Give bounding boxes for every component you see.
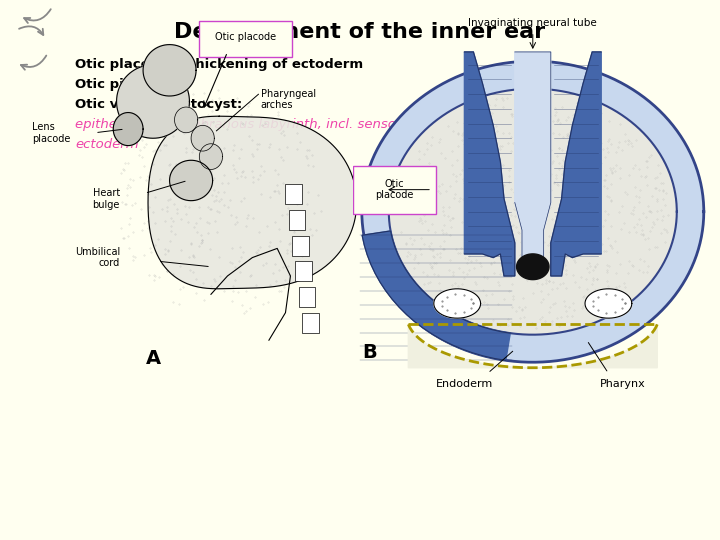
Text: Otic pit: Otic pit (75, 78, 130, 91)
Text: Umbilical
cord: Umbilical cord (75, 247, 120, 268)
FancyBboxPatch shape (353, 166, 436, 213)
Text: Lens
placode: Lens placode (32, 122, 71, 144)
FancyBboxPatch shape (199, 21, 292, 57)
Polygon shape (551, 52, 601, 276)
Polygon shape (170, 160, 212, 201)
Bar (295, 261, 312, 281)
Polygon shape (389, 89, 677, 335)
Bar (299, 287, 315, 307)
Polygon shape (117, 65, 189, 138)
Text: Otic vesicle = otocyst:: Otic vesicle = otocyst: (75, 98, 242, 111)
Text: Pharynx: Pharynx (600, 379, 646, 389)
Text: epithelium of membranous labyrinth, incl. sensory ep.  originate from: epithelium of membranous labyrinth, incl… (75, 118, 537, 131)
Bar (292, 235, 309, 256)
Text: Otic
placode: Otic placode (375, 179, 413, 200)
Polygon shape (517, 254, 549, 280)
Polygon shape (362, 61, 703, 362)
Text: Endoderm: Endoderm (436, 379, 493, 389)
Text: Invaginating neural tube: Invaginating neural tube (469, 18, 597, 28)
Polygon shape (585, 289, 632, 318)
Text: B: B (361, 343, 377, 362)
Bar (285, 184, 302, 204)
Text: A: A (145, 349, 161, 368)
Text: ectoderm: ectoderm (75, 138, 139, 151)
Polygon shape (191, 125, 215, 151)
Text: Otic placode: Otic placode (215, 32, 276, 42)
Polygon shape (143, 45, 196, 96)
Bar (289, 210, 305, 230)
Bar (302, 313, 319, 333)
Text: Heart
bulge: Heart bulge (92, 188, 120, 210)
Polygon shape (434, 289, 481, 318)
Polygon shape (113, 112, 143, 146)
Polygon shape (148, 116, 356, 289)
Polygon shape (408, 325, 657, 368)
Text: Pharyngeal
arches: Pharyngeal arches (261, 89, 316, 110)
Polygon shape (174, 107, 198, 133)
Text: Development of the inner ear: Development of the inner ear (174, 22, 546, 42)
Polygon shape (515, 52, 551, 276)
Text: Otic placode  – thickening of ectoderm: Otic placode – thickening of ectoderm (75, 58, 363, 71)
Polygon shape (362, 231, 510, 360)
Polygon shape (199, 144, 222, 170)
Polygon shape (464, 52, 515, 276)
